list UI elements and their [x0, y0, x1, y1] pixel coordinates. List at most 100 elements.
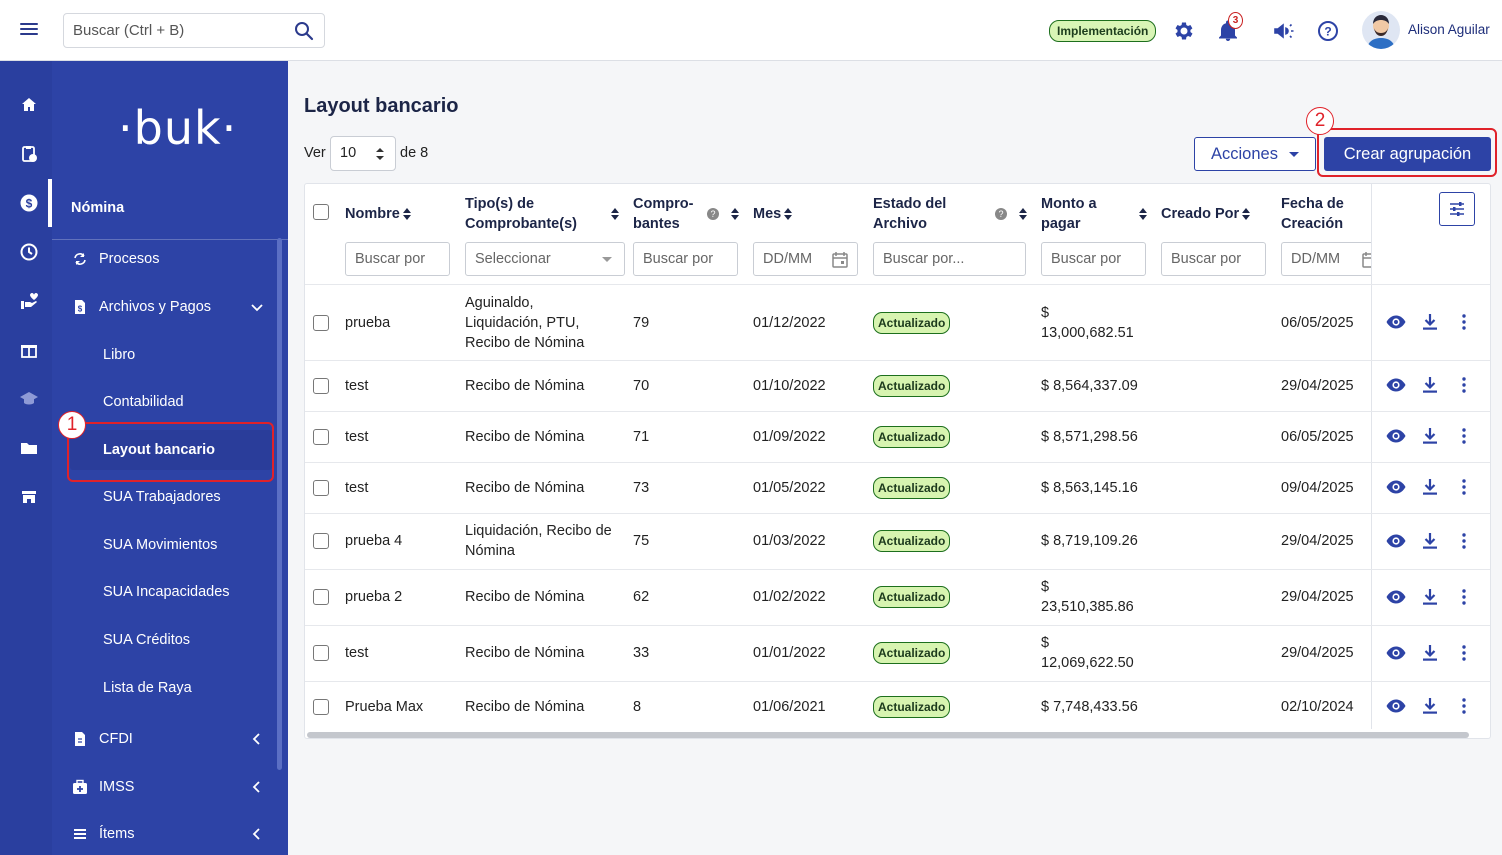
- eye-icon[interactable]: [1385, 476, 1407, 498]
- clipboard-clock-icon[interactable]: [19, 144, 39, 164]
- more-vertical-icon[interactable]: [1453, 425, 1475, 447]
- more-vertical-icon[interactable]: [1453, 695, 1475, 717]
- more-vertical-icon[interactable]: [1453, 530, 1475, 552]
- download-icon[interactable]: [1419, 311, 1441, 333]
- sort-icon[interactable]: [1242, 208, 1251, 221]
- sidebar-scrollbar[interactable]: [277, 238, 282, 770]
- filter-monto-input[interactable]: Buscar por: [1041, 242, 1146, 276]
- sidebar-item-imss[interactable]: IMSS: [52, 767, 274, 807]
- table-row[interactable]: prueba Aguinaldo, Liquidación, PTU, Recibo…: [305, 284, 1490, 360]
- table-row[interactable]: Prueba Max Recibo de Nómina 8 01/06/2021…: [305, 681, 1490, 731]
- filter-fecha-input[interactable]: DD/MM: [1281, 242, 1371, 276]
- download-icon[interactable]: [1419, 642, 1441, 664]
- avatar[interactable]: [1362, 11, 1400, 49]
- sidebar-item-lista-de-raya[interactable]: Lista de Raya: [52, 668, 274, 708]
- sort-icon[interactable]: [1019, 208, 1027, 220]
- download-icon[interactable]: [1419, 586, 1441, 608]
- home-icon[interactable]: [19, 95, 39, 115]
- row-checkbox[interactable]: [313, 315, 329, 331]
- header-creado-por[interactable]: Creado Por: [1161, 204, 1251, 224]
- megaphone-icon[interactable]: [1272, 19, 1296, 43]
- column-settings-button[interactable]: [1439, 192, 1475, 226]
- select-all-checkbox[interactable]: [313, 204, 329, 220]
- more-vertical-icon[interactable]: [1453, 476, 1475, 498]
- sidebar-item-sua-movimientos[interactable]: SUA Movimientos: [52, 525, 274, 565]
- row-checkbox[interactable]: [313, 378, 329, 394]
- row-checkbox[interactable]: [313, 699, 329, 715]
- sidebar-item-sua-creditos[interactable]: SUA Créditos: [52, 620, 274, 660]
- filter-creado-input[interactable]: Buscar por: [1161, 242, 1266, 276]
- gift-icon[interactable]: [19, 340, 39, 360]
- more-vertical-icon[interactable]: [1453, 374, 1475, 396]
- row-checkbox[interactable]: [313, 645, 329, 661]
- sort-icon[interactable]: [1139, 208, 1147, 220]
- buk-logo[interactable]: ·buk·: [118, 101, 238, 155]
- filter-tipo-select[interactable]: Seleccionar: [465, 242, 625, 276]
- header-fecha-creacion[interactable]: Fecha de Creación: [1281, 196, 1344, 232]
- store-icon[interactable]: [19, 487, 39, 507]
- eye-icon[interactable]: [1385, 425, 1407, 447]
- more-vertical-icon[interactable]: [1453, 586, 1475, 608]
- search-icon[interactable]: [294, 21, 314, 41]
- eye-icon[interactable]: [1385, 374, 1407, 396]
- sort-icon[interactable]: [611, 208, 619, 220]
- sort-icon[interactable]: [784, 208, 793, 221]
- eye-icon[interactable]: [1385, 695, 1407, 717]
- sidebar-item-items[interactable]: Ítems: [52, 814, 274, 854]
- search-input[interactable]: [73, 22, 283, 39]
- help-icon[interactable]: ?: [707, 208, 719, 220]
- table-row[interactable]: test Recibo de Nómina 70 01/10/2022 Actu…: [305, 360, 1490, 411]
- sidebar-item-cfdi[interactable]: CFDI: [52, 719, 274, 759]
- header-nombre[interactable]: Nombre: [345, 204, 411, 224]
- eye-icon[interactable]: [1385, 311, 1407, 333]
- row-checkbox[interactable]: [313, 589, 329, 605]
- download-icon[interactable]: [1419, 476, 1441, 498]
- header-estado[interactable]: Estado del Archivo: [873, 196, 947, 232]
- sidebar-item-archivos-y-pagos[interactable]: $ Archivos y Pagos: [52, 287, 274, 327]
- actions-dropdown-button[interactable]: Acciones: [1194, 137, 1316, 171]
- hand-heart-icon[interactable]: [19, 291, 39, 311]
- horizontal-scrollbar[interactable]: [307, 732, 1469, 738]
- row-checkbox[interactable]: [313, 429, 329, 445]
- filter-comprobantes-input[interactable]: Buscar por: [633, 242, 738, 276]
- table-row[interactable]: prueba 2 Recibo de Nómina 62 01/02/2022 …: [305, 569, 1490, 625]
- header-monto[interactable]: Monto a pagar: [1041, 196, 1097, 232]
- filter-nombre-input[interactable]: Buscar por: [345, 242, 450, 276]
- row-checkbox[interactable]: [313, 480, 329, 496]
- download-icon[interactable]: [1419, 425, 1441, 447]
- sidebar-item-sua-trabajadores[interactable]: SUA Trabajadores: [52, 477, 274, 517]
- gear-icon[interactable]: [1172, 19, 1196, 43]
- table-row[interactable]: test Recibo de Nómina 73 01/05/2022 Actu…: [305, 462, 1490, 513]
- download-icon[interactable]: [1419, 374, 1441, 396]
- graduation-cap-icon[interactable]: [19, 389, 39, 409]
- more-vertical-icon[interactable]: [1453, 642, 1475, 664]
- search-box[interactable]: [63, 13, 325, 48]
- header-tipo[interactable]: Tipo(s) de Comprobante(s): [465, 196, 577, 232]
- create-group-button[interactable]: Crear agrupación: [1324, 137, 1491, 171]
- sort-icon[interactable]: [402, 208, 411, 221]
- environment-badge[interactable]: Implementación: [1049, 20, 1157, 42]
- more-vertical-icon[interactable]: [1453, 311, 1475, 333]
- folder-icon[interactable]: [19, 438, 39, 458]
- dollar-icon[interactable]: $: [19, 193, 39, 213]
- table-row[interactable]: test Recibo de Nómina 71 01/09/2022 Actu…: [305, 411, 1490, 462]
- page-size-select[interactable]: 10: [330, 136, 396, 171]
- filter-estado-input[interactable]: Buscar por...: [873, 242, 1026, 276]
- calendar-icon[interactable]: [831, 251, 849, 269]
- header-comprobantes[interactable]: Compro-bantes: [633, 196, 694, 232]
- menu-icon[interactable]: [18, 20, 40, 40]
- download-icon[interactable]: [1419, 695, 1441, 717]
- help-icon[interactable]: ?: [1316, 19, 1340, 43]
- calendar-icon[interactable]: [1361, 251, 1371, 269]
- eye-icon[interactable]: [1385, 642, 1407, 664]
- sort-icon[interactable]: [731, 208, 739, 220]
- header-mes[interactable]: Mes: [753, 204, 793, 224]
- download-icon[interactable]: [1419, 530, 1441, 552]
- eye-icon[interactable]: [1385, 530, 1407, 552]
- sidebar-item-sua-incapacidades[interactable]: SUA Incapacidades: [52, 572, 274, 612]
- sidebar-item-procesos[interactable]: Procesos: [52, 239, 274, 279]
- clock-icon[interactable]: [19, 242, 39, 262]
- help-icon[interactable]: ?: [995, 208, 1007, 220]
- sidebar-item-libro[interactable]: Libro: [52, 335, 274, 375]
- table-row[interactable]: test Recibo de Nómina 33 01/01/2022 Actu…: [305, 625, 1490, 681]
